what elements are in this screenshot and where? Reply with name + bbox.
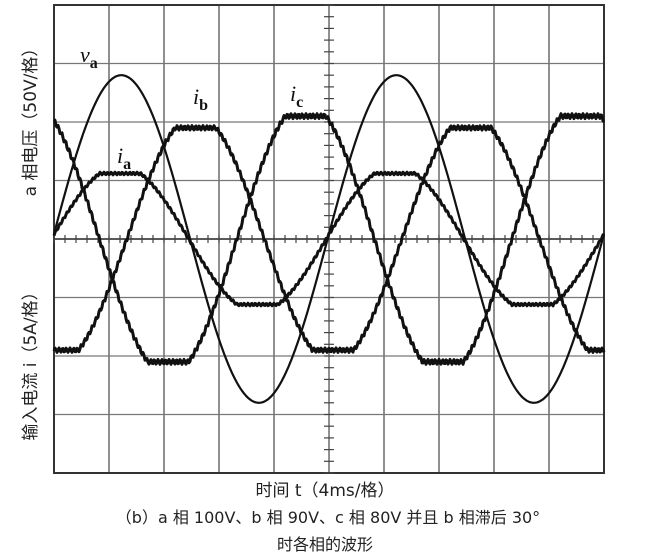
y-axis-label-current: 输入电流 i（5A/格） [21,283,41,440]
trace-ia [52,170,605,308]
traces [52,74,606,404]
grid [53,4,605,474]
series-label-ic: ic [290,81,303,111]
series-label-va: va [80,42,98,72]
figure-caption-line1: （b）a 相 100V、b 相 90V、c 相 80V 并且 b 相滞后 30° [116,508,540,527]
y-axis-label-voltage: a 相电压（50V/格） [21,40,41,197]
figure-caption-line2: 时各相的波形 [277,535,373,554]
trace-ic [52,112,606,366]
trace-ib [52,124,606,354]
x-axis-label: 时间 t（4ms/格） [255,481,394,501]
series-label-ib: ib [193,84,208,114]
series-label-ia: ia [117,143,131,173]
